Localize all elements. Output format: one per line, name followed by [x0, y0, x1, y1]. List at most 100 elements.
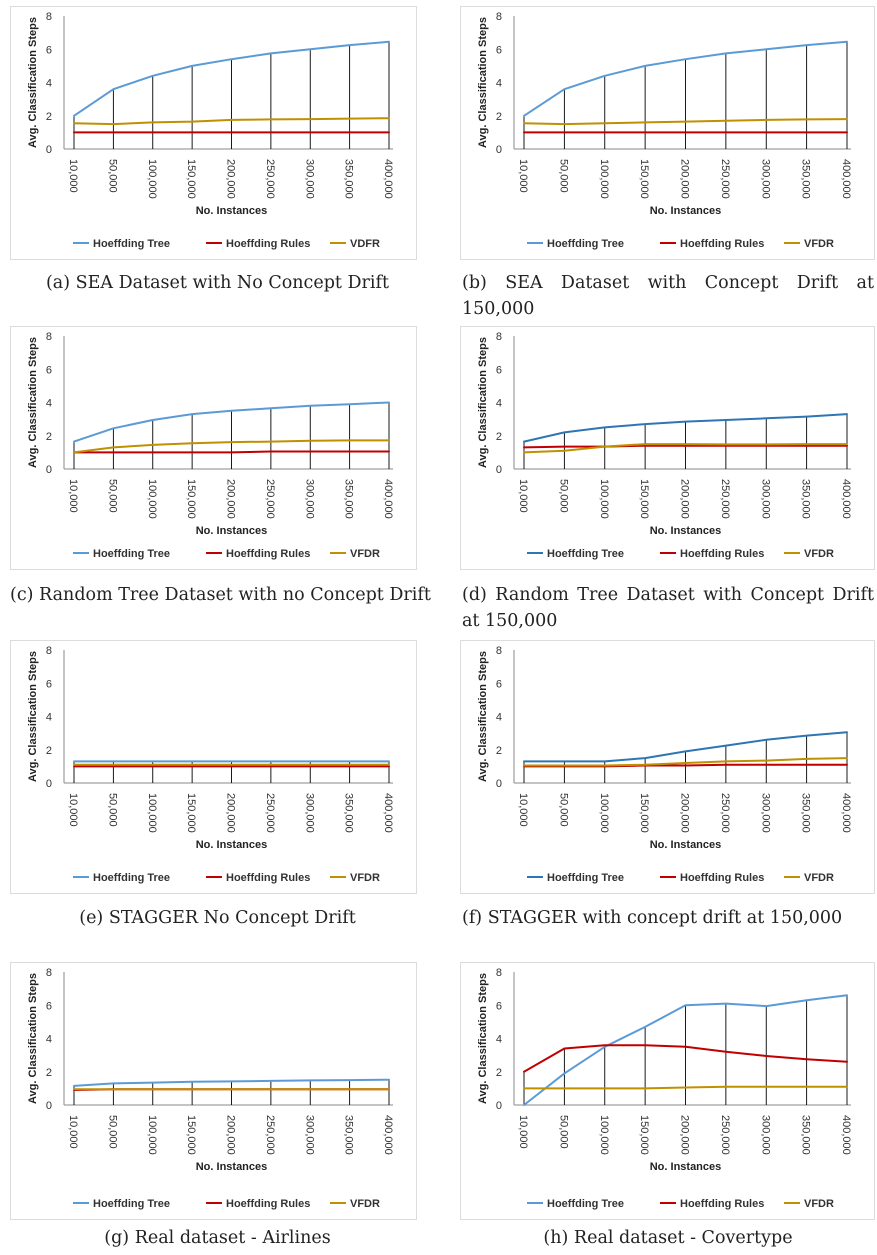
- x-tick-label: 50,000: [557, 479, 569, 513]
- caption-c: (c) Random Tree Dataset with no Concept …: [10, 582, 432, 608]
- caption-d: (d) Random Tree Dataset with Concept Dri…: [462, 582, 874, 634]
- y-axis-title: Avg. Classification Steps: [477, 337, 489, 468]
- y-tick-label: 6: [46, 678, 52, 690]
- chart-frame: [460, 640, 875, 894]
- x-tick-label: 350,000: [800, 793, 812, 833]
- chart-frame: [10, 326, 417, 570]
- chart-frame: [10, 640, 417, 894]
- series-line-hoeffding-rules: [523, 444, 848, 449]
- legend-entry: Hoeffding Rules: [680, 238, 764, 250]
- x-tick-label: 250,000: [264, 159, 276, 199]
- x-tick-label: 10,000: [67, 479, 79, 513]
- caption-b: (b) SEA Dataset with Concept Drift at 15…: [462, 270, 874, 322]
- x-tick-label: 350,000: [343, 479, 355, 519]
- x-tick-label: 100,000: [598, 1115, 610, 1155]
- caption-text: STAGGER with concept drift at 150,000: [487, 908, 843, 928]
- legend-entry: VDFR: [350, 238, 380, 250]
- x-tick-label: 100,000: [598, 479, 610, 519]
- caption-label: (b): [462, 273, 487, 293]
- series-line-hoeffding-rules: [523, 1044, 848, 1073]
- y-tick-label: 6: [496, 678, 502, 690]
- chart-panel-b: 0 2 4 6 8 Avg. Classification Steps 10,000 50,0…: [460, 6, 875, 260]
- caption-text: Random Tree Dataset with Concept Drift a…: [462, 585, 874, 631]
- chart-panel-e: 0 2 4 6 8 Avg. Classification Steps 10,000 50,0…: [10, 640, 417, 894]
- series-line-hoeffding-rules: [73, 450, 390, 454]
- caption-text: SEA Dataset with Concept Drift at 150,00…: [462, 273, 874, 319]
- x-tick-label: 100,000: [146, 1115, 158, 1155]
- y-tick-label: 6: [46, 1000, 52, 1012]
- chart-frame: [460, 6, 875, 260]
- x-tick-label: 200,000: [225, 479, 237, 519]
- x-tick-label: 150,000: [638, 1115, 650, 1155]
- caption-text: SEA Dataset with No Concept Drift: [75, 273, 389, 293]
- x-tick-label: 400,000: [840, 479, 852, 519]
- legend-entry: Hoeffding Rules: [226, 872, 310, 884]
- x-tick-label: 300,000: [303, 793, 315, 833]
- x-tick-label: 200,000: [225, 159, 237, 199]
- x-tick-label: 50,000: [106, 1115, 118, 1149]
- caption-h: (h) Real dataset - Covertype: [462, 1225, 874, 1251]
- chart-panel-g: 0 2 4 6 8 Avg. Classification Steps 10,000 50,0…: [10, 962, 417, 1220]
- caption-label: (c): [10, 585, 34, 605]
- x-axis-title: No. Instances: [196, 1161, 268, 1173]
- x-axis-title: No. Instances: [650, 839, 722, 851]
- legend-entry: VFDR: [350, 1198, 380, 1210]
- chart-frame: [460, 962, 875, 1220]
- y-axis-title: Avg. Classification Steps: [27, 973, 39, 1104]
- chart-svg-h: 0 2 4 6 8 Avg. Classification Steps 10,000 50,0…: [460, 962, 875, 1220]
- y-tick-label: 4: [46, 1034, 52, 1046]
- legend-entry: Hoeffding Tree: [93, 238, 170, 250]
- y-tick-label: 2: [496, 1067, 502, 1079]
- legend-entry: Hoeffding Rules: [226, 1198, 310, 1210]
- x-tick-label: 100,000: [146, 159, 158, 199]
- y-tick-label: 2: [46, 745, 52, 757]
- chart-panel-h: 0 2 4 6 8 Avg. Classification Steps 10,000 50,0…: [460, 962, 875, 1220]
- x-tick-label: 300,000: [759, 1115, 771, 1155]
- series-line-hoeffding-tree: [73, 401, 390, 443]
- series-line-hoeffding-tree: [523, 40, 848, 117]
- y-tick-label: 2: [46, 431, 52, 443]
- x-tick-label: 250,000: [264, 1115, 276, 1155]
- y-tick-label: 4: [496, 1034, 502, 1046]
- x-tick-label: 250,000: [719, 479, 731, 519]
- x-tick-label: 100,000: [598, 793, 610, 833]
- x-tick-label: 100,000: [146, 479, 158, 519]
- y-tick-label: 4: [496, 78, 502, 90]
- x-tick-label: 350,000: [800, 159, 812, 199]
- x-tick-label: 250,000: [719, 1115, 731, 1155]
- legend-entry: Hoeffding Tree: [93, 1198, 170, 1210]
- y-tick-label: 6: [46, 364, 52, 376]
- chart-svg-d: 0 2 4 6 8 Avg. Classification Steps 10,000 50,0…: [460, 326, 875, 570]
- x-tick-label: 10,000: [517, 479, 529, 513]
- y-tick-label: 0: [496, 464, 502, 476]
- x-tick-label: 400,000: [840, 1115, 852, 1155]
- legend-entry: Hoeffding Tree: [93, 872, 170, 884]
- legend-entry: Hoeffding Rules: [680, 1198, 764, 1210]
- y-tick-label: 0: [496, 144, 502, 156]
- x-tick-label: 300,000: [759, 793, 771, 833]
- y-tick-label: 0: [46, 144, 52, 156]
- series-line-hoeffding-tree: [523, 994, 848, 1106]
- legend-entry: Hoeffding Tree: [547, 548, 624, 560]
- legend-entry: VFDR: [804, 1198, 834, 1210]
- legend-entry: Hoeffding Tree: [547, 238, 624, 250]
- x-tick-label: 100,000: [598, 159, 610, 199]
- y-tick-label: 2: [496, 111, 502, 123]
- y-axis-title: Avg. Classification Steps: [477, 973, 489, 1104]
- series-line-vfdr: [523, 1085, 848, 1090]
- caption-a: (a) SEA Dataset with No Concept Drift: [10, 270, 425, 296]
- caption-text: Random Tree Dataset with no Concept Drif…: [39, 585, 431, 605]
- x-tick-label: 50,000: [557, 159, 569, 193]
- x-tick-label: 400,000: [840, 159, 852, 199]
- y-tick-label: 8: [496, 645, 502, 657]
- x-tick-label: 350,000: [800, 479, 812, 519]
- x-axis-title: No. Instances: [196, 525, 268, 537]
- x-tick-label: 150,000: [638, 793, 650, 833]
- y-axis-title: Avg. Classification Steps: [27, 17, 39, 148]
- series-line-hoeffding-tree: [523, 413, 848, 443]
- x-tick-label: 50,000: [106, 159, 118, 193]
- x-tick-label: 150,000: [185, 1115, 197, 1155]
- legend-entry: Hoeffding Rules: [680, 548, 764, 560]
- series-line-vdfr: [73, 117, 390, 126]
- x-tick-label: 350,000: [800, 1115, 812, 1155]
